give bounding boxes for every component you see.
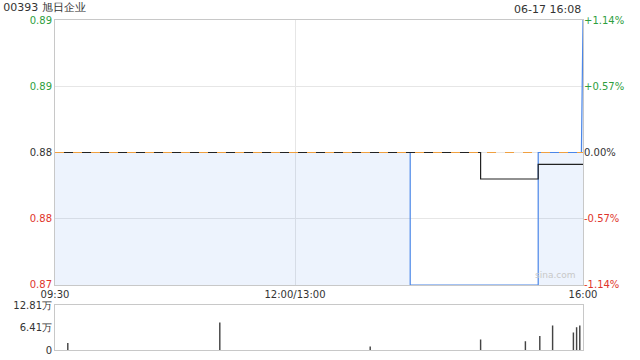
svg-text:+0.57%: +0.57% (584, 81, 624, 92)
svg-text:0: 0 (46, 345, 52, 356)
svg-text:0.00%: 0.00% (584, 147, 616, 158)
svg-text:0.89: 0.89 (30, 81, 52, 92)
svg-text:sina.com: sina.com (535, 270, 576, 280)
svg-text:12.81万: 12.81万 (13, 300, 52, 311)
svg-text:-1.14%: -1.14% (584, 279, 619, 290)
svg-text:0.89: 0.89 (30, 15, 52, 26)
svg-text:-0.57%: -0.57% (584, 213, 619, 224)
svg-text:0.87: 0.87 (30, 279, 52, 290)
svg-text:16:00: 16:00 (569, 289, 598, 300)
svg-text:06-17 16:08: 06-17 16:08 (514, 3, 581, 16)
svg-text:09:30: 09:30 (41, 289, 70, 300)
svg-text:0.88: 0.88 (30, 147, 52, 158)
svg-text:00393 旭日企业: 00393 旭日企业 (3, 1, 86, 14)
svg-text:0.88: 0.88 (30, 213, 52, 224)
svg-text:12:00/13:00: 12:00/13:00 (264, 289, 325, 300)
svg-text:6.41万: 6.41万 (20, 322, 52, 333)
svg-text:+1.14%: +1.14% (584, 15, 624, 26)
